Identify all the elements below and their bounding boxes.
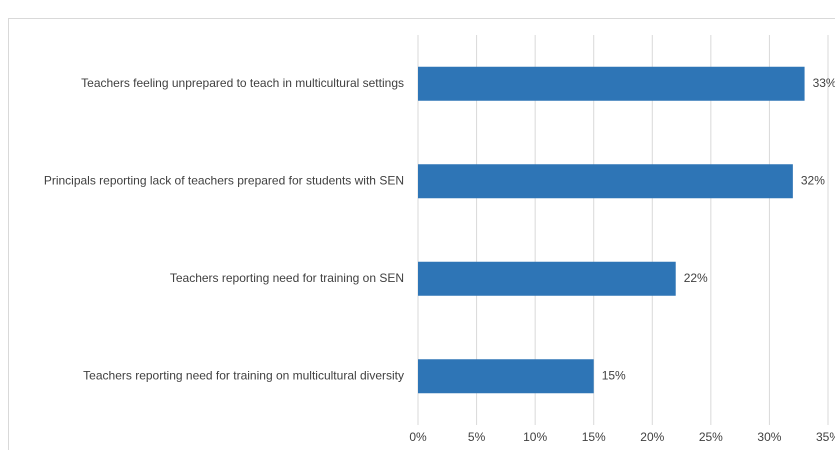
data-label: 22% xyxy=(684,271,708,285)
x-tick-label: 25% xyxy=(699,430,723,444)
bar xyxy=(418,164,793,199)
x-tick-label: 0% xyxy=(409,430,427,444)
x-tick-label: 5% xyxy=(468,430,486,444)
x-tick-label: 20% xyxy=(640,430,664,444)
chart-frame xyxy=(8,18,835,450)
y-tick-label: Teachers reporting need for training on … xyxy=(83,368,404,382)
data-label: 15% xyxy=(602,368,626,382)
bar xyxy=(418,359,594,394)
x-tick-label: 35% xyxy=(816,430,835,444)
y-tick-label: Teachers reporting need for training on … xyxy=(170,271,404,285)
y-tick-label: Teachers feeling unprepared to teach in … xyxy=(81,76,404,90)
bar xyxy=(418,261,676,296)
x-tick-label: 15% xyxy=(582,430,606,444)
data-label: 32% xyxy=(801,173,825,187)
y-tick-label: Principals reporting lack of teachers pr… xyxy=(44,173,404,187)
data-label: 33% xyxy=(813,76,835,90)
x-tick-label: 10% xyxy=(523,430,547,444)
x-tick-label: 30% xyxy=(757,430,781,444)
bar xyxy=(418,66,805,101)
